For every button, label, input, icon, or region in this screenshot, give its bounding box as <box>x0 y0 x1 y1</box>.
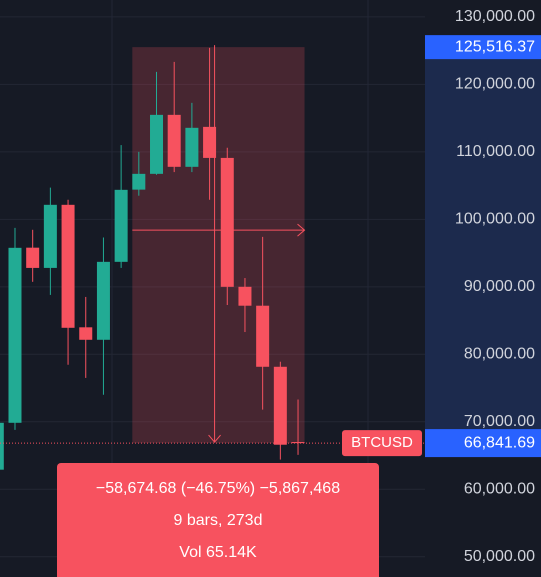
candle-body <box>0 422 4 470</box>
measure-arrow-head <box>208 434 221 443</box>
candle-body <box>167 114 181 167</box>
candle-body <box>132 173 146 190</box>
y-tick-label: 110,000.00 <box>456 143 535 160</box>
y-tick-label: 80,000.00 <box>464 346 535 363</box>
candle-body <box>96 261 110 340</box>
range-high-label-bg <box>425 35 541 60</box>
price-axis: 130,000.00 120,000.00 110,000.00 100,000.00… <box>425 8 541 565</box>
measure-arrow-head <box>297 223 306 237</box>
y-tick-label: 90,000.00 <box>464 278 535 295</box>
y-tick-label: 120,000.00 <box>455 76 535 93</box>
y-tick-label: 50,000.00 <box>464 548 535 565</box>
candle-body <box>220 157 234 287</box>
symbol-label: BTCUSD <box>351 434 413 451</box>
candle-body <box>8 247 22 423</box>
y-tick-label: 100,000.00 <box>455 211 535 228</box>
candle-body <box>114 189 128 262</box>
candle-body <box>185 127 199 167</box>
axis-range-band <box>425 47 541 444</box>
candle-body <box>61 204 75 328</box>
symbol-label-bg <box>342 430 422 457</box>
measure-info-text: 9 bars, 273d <box>174 512 263 529</box>
measure-info-text: −58,674.68 (−46.75%) −5,867,468 <box>96 480 340 497</box>
y-tick-label: 70,000.00 <box>464 413 535 430</box>
candle-body <box>43 204 57 268</box>
candle-body <box>291 442 305 444</box>
y-tick-label: 60,000.00 <box>464 480 535 497</box>
candle-body <box>26 247 40 268</box>
candle-body <box>256 305 270 367</box>
y-tick-label: 130,000.00 <box>455 8 535 25</box>
candle-body <box>273 366 287 445</box>
last-price-label-bg <box>425 429 541 458</box>
plot <box>0 45 425 470</box>
candle-body <box>150 114 164 174</box>
range-high-label: 125,516.37 <box>455 38 535 55</box>
candle-body <box>203 126 217 158</box>
last-price-label: 66,841.69 <box>464 434 535 451</box>
candle-body <box>79 327 93 340</box>
measure-info-box <box>57 463 379 577</box>
measure-info-text: Vol 65.14K <box>179 544 257 561</box>
candle-body <box>238 286 252 306</box>
